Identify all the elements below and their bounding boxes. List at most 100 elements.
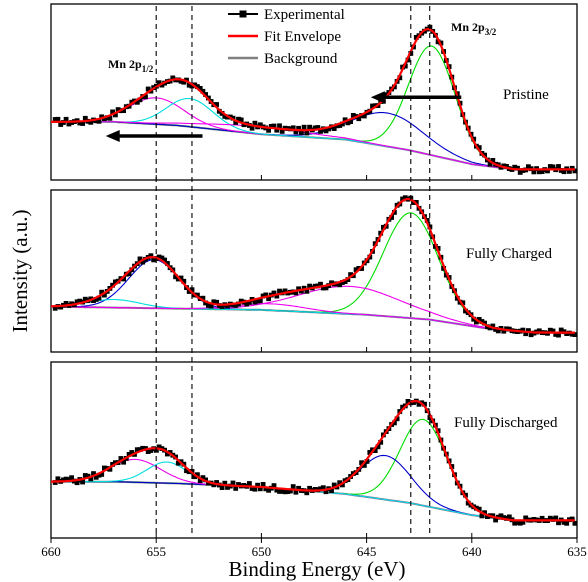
experimental-point xyxy=(148,448,154,453)
experimental-point xyxy=(312,125,318,131)
experimental-point xyxy=(266,296,271,302)
experimental-point xyxy=(61,477,66,483)
experimental-point xyxy=(58,122,64,127)
y-axis-label: Intensity (a.u.) xyxy=(8,209,32,332)
shift-arrow-0-1 xyxy=(105,130,203,142)
experimental-point xyxy=(476,145,482,150)
experimental-point xyxy=(96,472,102,478)
experimental-point xyxy=(531,169,537,175)
experimental-point xyxy=(156,254,162,260)
experimental-point xyxy=(244,301,250,307)
experimental-point xyxy=(397,75,403,81)
experimental-point xyxy=(186,82,192,88)
experimental-point xyxy=(323,489,329,495)
x-tick-label: 650 xyxy=(252,544,272,559)
experimental-point xyxy=(107,466,113,472)
experimental-point xyxy=(323,285,329,291)
experimental-point xyxy=(553,332,559,337)
experimental-point xyxy=(113,460,118,466)
experimental-point xyxy=(340,482,345,488)
experimental-point xyxy=(121,108,126,113)
experimental-point xyxy=(252,299,258,305)
experimental-point xyxy=(257,298,263,304)
experimental-point xyxy=(186,289,192,294)
annotation-mn-2p32-sub: 3/2 xyxy=(485,27,497,37)
experimental-point xyxy=(77,120,83,126)
experimental-point xyxy=(85,473,91,479)
experimental-point xyxy=(77,298,83,304)
experimental-point xyxy=(82,473,88,478)
experimental-point xyxy=(156,80,162,86)
experimental-point xyxy=(572,520,577,526)
experimental-point xyxy=(66,121,72,127)
experimental-point xyxy=(63,116,69,122)
experimental-point xyxy=(389,215,394,220)
experimental-point xyxy=(200,88,206,94)
experimental-point xyxy=(350,113,356,118)
panel-label-fully-discharged: Fully Discharged xyxy=(454,415,558,431)
experimental-point xyxy=(340,121,345,127)
experimental-point xyxy=(282,288,288,294)
experimental-point xyxy=(288,488,293,494)
experimental-point xyxy=(556,332,561,338)
experimental-point xyxy=(55,116,61,122)
experimental-point xyxy=(304,288,310,294)
experimental-point xyxy=(394,416,400,422)
experimental-point xyxy=(556,520,561,526)
experimental-point xyxy=(315,125,321,130)
experimental-point xyxy=(195,292,200,298)
experimental-point xyxy=(301,124,307,130)
experimental-point xyxy=(159,82,165,88)
experimental-point xyxy=(148,253,154,259)
experimental-point xyxy=(52,117,58,122)
experimental-point xyxy=(222,114,228,119)
x-axis-label: Binding Energy (eV) xyxy=(229,557,406,581)
experimental-point xyxy=(482,152,487,158)
experimental-point xyxy=(66,477,72,482)
experimental-point xyxy=(413,35,419,40)
experimental-point xyxy=(260,482,266,487)
experimental-point xyxy=(528,332,534,338)
experimental-point xyxy=(93,297,99,302)
experimental-point xyxy=(137,97,143,103)
experimental-point xyxy=(301,285,307,291)
experimental-point xyxy=(315,283,321,289)
experimental-point xyxy=(80,479,85,485)
experimental-point xyxy=(482,320,487,326)
experimental-point xyxy=(236,116,241,122)
experimental-point xyxy=(214,299,219,305)
experimental-point xyxy=(405,57,411,63)
experimental-point xyxy=(558,327,564,333)
experimental-point xyxy=(547,164,553,169)
experimental-point xyxy=(370,103,375,109)
experimental-point xyxy=(156,444,162,450)
panel-0 xyxy=(50,3,578,181)
experimental-point xyxy=(392,420,397,426)
experimental-point xyxy=(170,75,176,81)
experimental-point xyxy=(162,257,167,263)
experimental-point xyxy=(74,299,80,305)
experimental-point xyxy=(520,519,526,525)
experimental-point xyxy=(506,326,512,332)
experimental-point xyxy=(318,281,323,287)
experimental-point xyxy=(121,276,126,282)
x-tick-label: 635 xyxy=(567,544,587,559)
experimental-point xyxy=(225,485,230,490)
legend-fit-envelope-label: Fit Envelope xyxy=(264,29,341,45)
experimental-point xyxy=(178,275,184,281)
experimental-point xyxy=(80,121,85,126)
experimental-point xyxy=(460,300,466,306)
experimental-point xyxy=(233,120,239,125)
experimental-point xyxy=(271,290,277,296)
reference-lines xyxy=(155,6,431,536)
experimental-point xyxy=(277,123,282,129)
experimental-point xyxy=(501,328,507,334)
experimental-point xyxy=(93,118,99,124)
experimental-point xyxy=(296,485,301,491)
experimental-point xyxy=(203,300,208,306)
experimental-point xyxy=(140,445,146,451)
experimental-point xyxy=(129,99,135,105)
experimental-point xyxy=(493,327,498,332)
panel-frame-0 xyxy=(50,3,578,181)
experimental-point xyxy=(304,130,310,136)
